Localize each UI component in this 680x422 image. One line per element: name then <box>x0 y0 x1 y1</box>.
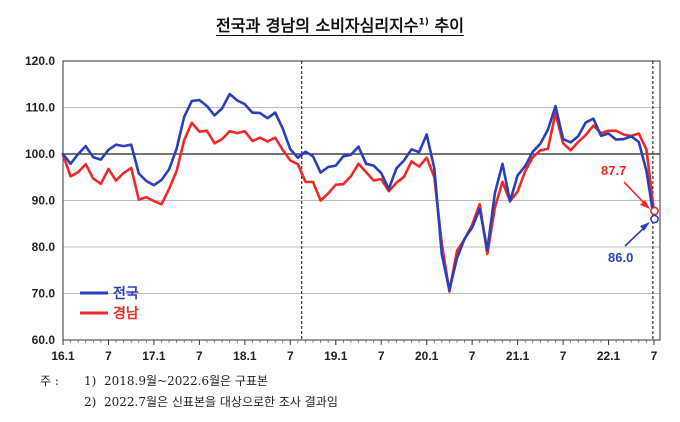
callouts: 87.7 86.0 <box>601 163 659 265</box>
callout-national-value: 86.0 <box>608 250 633 265</box>
x-tick-label: 21.1 <box>506 349 530 363</box>
y-tick-label: 120.0 <box>25 54 55 68</box>
x-tick-label: 18.1 <box>233 349 257 363</box>
callout-gyeongnam-arrowhead <box>640 200 650 209</box>
footnote-1-text: 2018.9월~2022.6월은 구표본 <box>104 374 269 388</box>
x-tick-label: 7 <box>378 349 385 363</box>
footnote-2-text: 2022.7월은 신표본을 대상으로한 조사 결과임 <box>104 395 338 409</box>
footnote-1-number: 1) <box>84 374 97 388</box>
x-tick-label: 19.1 <box>324 349 348 363</box>
legend: 전국 경남 <box>80 285 139 322</box>
x-tick-label: 17.1 <box>142 349 166 363</box>
x-tick-label: 7 <box>560 349 567 363</box>
footnote-2: 2) 2022.7월은 신표본을 대상으로한 조사 결과임 <box>40 393 338 410</box>
series-lines <box>61 92 656 293</box>
x-tick-label: 16.1 <box>51 349 75 363</box>
legend-label-national: 전국 <box>113 285 139 302</box>
y-tick-label: 60.0 <box>32 333 56 347</box>
x-tick-label: 7 <box>196 349 203 363</box>
chart-title: 전국과 경남의 소비자심리지수1) 추이 <box>0 12 680 36</box>
legend-label-gyeongnam: 경남 <box>113 305 139 322</box>
series-line-national <box>61 92 656 292</box>
y-tick-label: 100.0 <box>25 147 55 161</box>
marker-national-last <box>650 214 659 224</box>
y-tick-label: 70.0 <box>32 287 56 301</box>
callout-gyeongnam-arrow <box>623 181 647 206</box>
marker-gyeongnam-last <box>650 206 659 216</box>
x-tick-label: 20.1 <box>415 349 439 363</box>
x-tick-label: 22.1 <box>597 349 621 363</box>
callout-national-arrow <box>624 225 647 247</box>
x-tick-label: 7 <box>469 349 476 363</box>
x-tick-label: 7 <box>287 349 294 363</box>
x-tick-label: 7 <box>105 349 112 363</box>
title-footnote-mark: 1) <box>418 17 429 28</box>
y-tick-label: 80.0 <box>32 240 56 254</box>
y-tick-label: 110.0 <box>26 101 56 115</box>
callout-national-arrowhead <box>640 222 650 231</box>
title-suffix: 추이 <box>428 16 464 35</box>
callout-gyeongnam-value: 87.7 <box>601 163 626 178</box>
title-main: 전국과 경남의 소비자심리지수 <box>216 16 419 35</box>
footnote-lead: 주 : <box>40 374 59 388</box>
axes <box>62 60 661 345</box>
y-tick-label: 90.0 <box>32 194 56 208</box>
tick-labels: 60.0 70.0 80.0 90.0 100.0 110.0 120.0 16.1 7 17.1… <box>25 54 658 363</box>
footnote-2-number: 2) <box>84 395 97 409</box>
x-tick-label: 7 <box>651 349 658 363</box>
plot-frame <box>62 60 661 341</box>
footnote-1: 주 : 1) 2018.9월~2022.6월은 구표본 <box>40 372 268 389</box>
series-line-gyeongnam <box>61 111 656 293</box>
